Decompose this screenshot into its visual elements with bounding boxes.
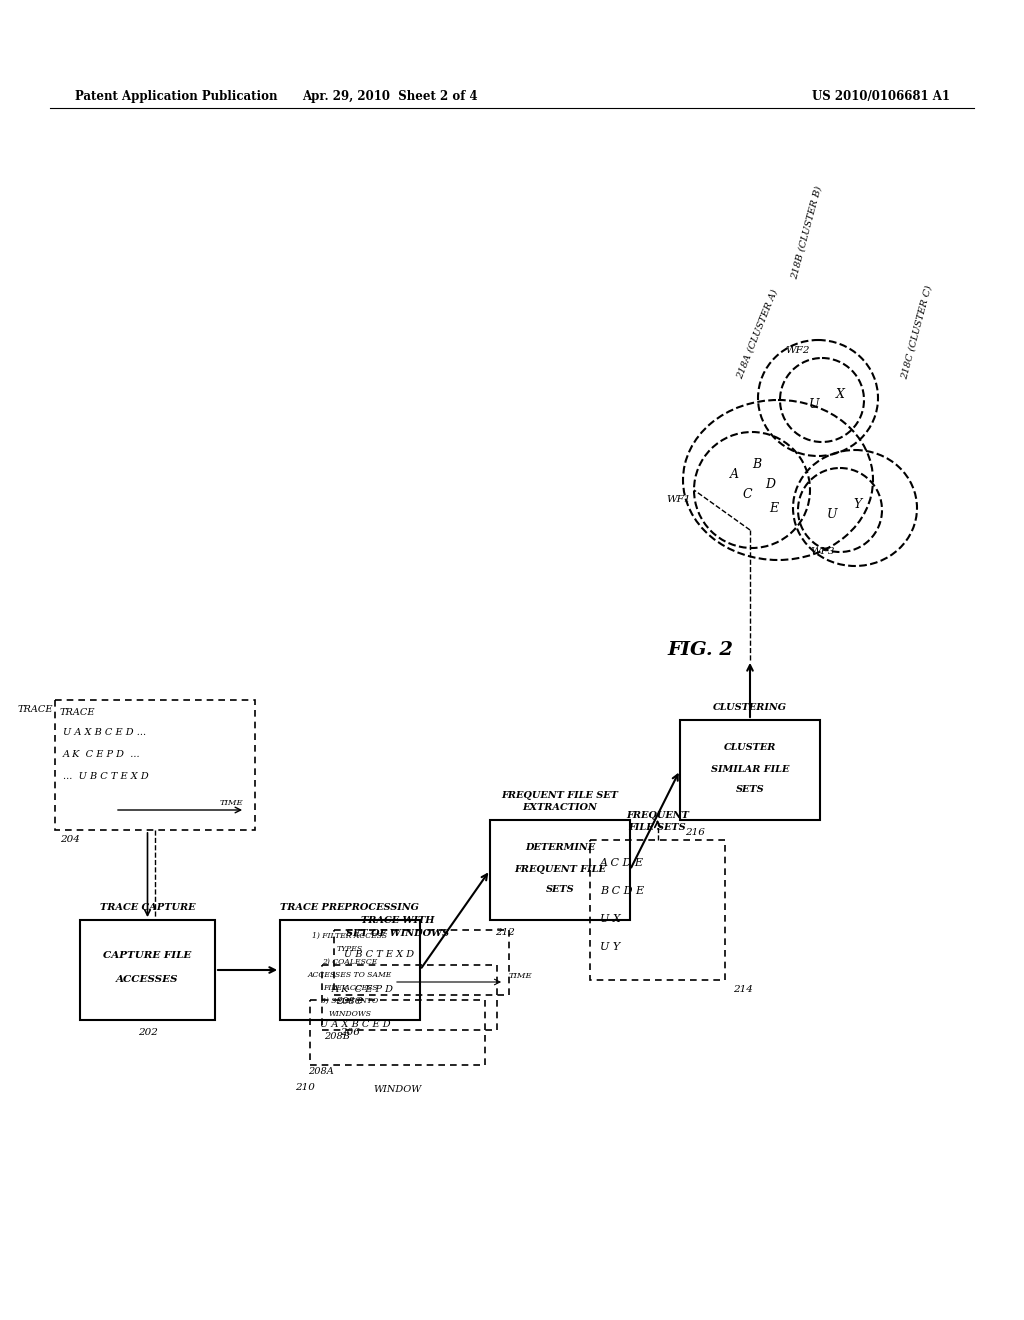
Text: 214: 214 [733,985,753,994]
Text: Y: Y [854,499,862,511]
Text: U B C T E X D: U B C T E X D [344,950,414,960]
Text: U X: U X [600,913,621,924]
Text: EXTRACTION: EXTRACTION [522,803,597,812]
Text: X: X [836,388,845,401]
Text: WINDOWS: WINDOWS [329,1010,372,1018]
Text: 204: 204 [60,836,80,843]
Text: U A X B C E D: U A X B C E D [319,1020,390,1030]
Text: U: U [826,508,838,521]
Text: U: U [809,399,819,412]
Text: B C D E: B C D E [600,886,644,896]
Bar [80,920,215,1020]
Text: 202: 202 [137,1028,158,1038]
Text: FIG. 2: FIG. 2 [667,642,733,659]
Text: US 2010/0106681 A1: US 2010/0106681 A1 [812,90,950,103]
Bar [55,700,255,830]
Text: 212: 212 [495,928,515,937]
Bar [322,965,497,1030]
Text: WF2: WF2 [785,346,810,355]
Text: TIME: TIME [219,799,243,807]
Bar [490,820,630,920]
Text: WF3: WF3 [810,546,835,556]
Text: FREQUENT FILE: FREQUENT FILE [514,866,606,874]
Text: SETS: SETS [546,886,574,895]
Text: TRACE WITH: TRACE WITH [360,916,434,925]
Text: A K  C E P D: A K C E P D [332,985,394,994]
Text: SET OF WINDOWS: SET OF WINDOWS [346,929,450,939]
Text: 1) FILTER ACCESS: 1) FILTER ACCESS [312,932,387,940]
Text: TRACE CAPTURE: TRACE CAPTURE [99,903,196,912]
Text: 208C: 208C [336,997,362,1006]
Text: 208A: 208A [308,1067,334,1076]
Text: C: C [742,488,752,502]
Text: 3) SPLIT INTO: 3) SPLIT INTO [322,997,379,1005]
Text: FREQUENT: FREQUENT [626,810,689,820]
Text: E: E [769,502,778,515]
Text: TIME: TIME [509,972,532,979]
Text: CAPTURE FILE: CAPTURE FILE [103,950,191,960]
Text: U Y: U Y [600,942,621,952]
Text: 2) COALESCE: 2) COALESCE [323,958,378,966]
Bar [680,719,820,820]
Text: Apr. 29, 2010  Sheet 2 of 4: Apr. 29, 2010 Sheet 2 of 4 [302,90,478,103]
Bar [334,931,509,995]
Text: 208B: 208B [324,1032,350,1041]
Text: CLUSTERING: CLUSTERING [713,704,787,711]
Bar [590,840,725,979]
Text: CLUSTER: CLUSTER [724,743,776,752]
Text: TYPES: TYPES [337,945,364,953]
Text: A C D E: A C D E [600,858,644,869]
Text: WF1: WF1 [667,495,691,504]
Text: WINDOW: WINDOW [374,1085,422,1094]
Text: 218C (CLUSTER C): 218C (CLUSTER C) [900,284,934,380]
Text: TRACE: TRACE [60,708,95,717]
Text: TRACE PREPROCESSING: TRACE PREPROCESSING [281,903,420,912]
Text: Patent Application Publication: Patent Application Publication [75,90,278,103]
Text: B: B [753,458,762,471]
Text: ACCESSES: ACCESSES [117,975,179,985]
Text: TRACE: TRACE [17,705,53,714]
Text: 218A (CLUSTER A): 218A (CLUSTER A) [735,288,779,380]
Text: 210: 210 [295,1082,314,1092]
Text: FREQUENT FILE SET: FREQUENT FILE SET [502,791,618,800]
Text: DETERMINE: DETERMINE [525,843,595,853]
Text: U A X B C E D ...: U A X B C E D ... [63,729,146,737]
Text: SIMILAR FILE: SIMILAR FILE [711,766,790,775]
Text: 218B (CLUSTER B): 218B (CLUSTER B) [790,185,823,280]
Text: A: A [729,469,738,482]
Bar [280,920,420,1020]
Text: D: D [765,479,775,491]
Text: A K  C E P D  ...: A K C E P D ... [63,750,140,759]
Text: 206: 206 [340,1028,360,1038]
Text: 216: 216 [685,828,705,837]
Text: ...  U B C T E X D: ... U B C T E X D [63,772,148,781]
Text: ACCESSES TO SAME: ACCESSES TO SAME [308,972,392,979]
Text: FILE ACCESS: FILE ACCESS [323,983,377,993]
Text: SETS: SETS [735,785,764,795]
Text: FILE SETS: FILE SETS [629,822,686,832]
Bar [310,1001,485,1065]
